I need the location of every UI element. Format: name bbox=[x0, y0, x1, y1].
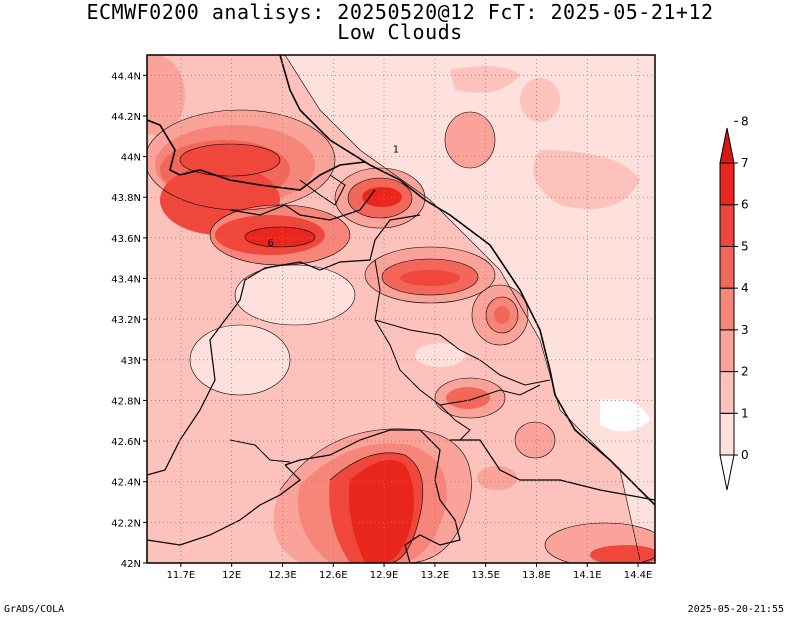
field-region-mid bbox=[520, 78, 560, 122]
field-region-low-west bbox=[235, 265, 355, 325]
x-tick-label: 14.4E bbox=[624, 570, 653, 581]
field-region-mid bbox=[533, 150, 640, 210]
field-region-clear bbox=[600, 399, 650, 432]
region-border bbox=[229, 189, 376, 221]
x-tick-label: 13.5E bbox=[471, 570, 500, 581]
y-tick-label: 44N bbox=[121, 153, 141, 164]
cloud-field: 16 bbox=[147, 55, 655, 563]
region-border bbox=[147, 464, 301, 546]
y-tick-label: 43.8N bbox=[111, 193, 141, 204]
y-tick-label: 43.4N bbox=[111, 275, 141, 286]
colorbar-swatch bbox=[719, 287, 735, 331]
region-border bbox=[374, 319, 551, 386]
x-tick-label: 12.6E bbox=[319, 570, 348, 581]
field-high-s bbox=[273, 428, 472, 563]
region-border bbox=[229, 439, 291, 463]
field-high-se2 bbox=[477, 422, 655, 563]
field-high-n bbox=[335, 168, 425, 228]
y-tick-label: 42.6N bbox=[111, 437, 141, 448]
field-high-w bbox=[210, 205, 350, 265]
region-border bbox=[450, 439, 655, 501]
field-high-c bbox=[365, 247, 495, 303]
colorbar-min-triangle bbox=[719, 454, 735, 491]
colorbar-swatch bbox=[719, 162, 735, 206]
colorbar: 0 1 2 3 4 5 6 7 8 bbox=[719, 114, 749, 491]
y-tick-label: 44.4N bbox=[111, 71, 141, 82]
y-tick-label: 43.2N bbox=[111, 315, 141, 326]
region-border bbox=[439, 384, 541, 406]
colorbar-swatch bbox=[719, 371, 735, 414]
colorbar-label: 0 bbox=[741, 448, 749, 462]
x-tick-label: 12E bbox=[222, 570, 241, 581]
contour-labels: 16 bbox=[267, 145, 399, 249]
grid bbox=[147, 55, 655, 563]
colorbar-label: 2 bbox=[741, 365, 749, 379]
y-tick-label: 42.4N bbox=[111, 478, 141, 489]
y-tick-label: 42.8N bbox=[111, 396, 141, 407]
x-tick-label: 12.3E bbox=[268, 570, 297, 581]
field-region-mid bbox=[445, 112, 495, 168]
contour-label: 6 bbox=[267, 238, 273, 249]
colorbar-label: 3 bbox=[741, 323, 749, 337]
y-tick-label: 43N bbox=[121, 356, 141, 367]
colorbar-label: 1 bbox=[741, 406, 749, 420]
region-border bbox=[147, 214, 421, 476]
x-tick-label: 12.9E bbox=[370, 570, 399, 581]
coastline bbox=[279, 55, 655, 506]
region-border bbox=[299, 174, 346, 206]
colorbar-label: 7 bbox=[741, 156, 749, 170]
y-tick-label: 43.6N bbox=[111, 234, 141, 245]
colorbar-label: 5 bbox=[741, 239, 749, 253]
x-tick-label: 11.7E bbox=[167, 570, 196, 581]
chart-title: ECMWF0200 analisys: 20250520@12 FcT: 202… bbox=[86, 0, 714, 24]
colorbar-swatch bbox=[719, 245, 735, 289]
chart-subtitle: Low Clouds bbox=[337, 20, 463, 44]
colorbar-swatch bbox=[719, 412, 735, 456]
colorbar-label: 4 bbox=[741, 281, 749, 295]
x-tick-label: 13.8E bbox=[522, 570, 551, 581]
plot-frame bbox=[146, 54, 656, 564]
y-tick-label: 42N bbox=[121, 559, 141, 570]
footer-timestamp: 2025-05-20-21:55 bbox=[687, 604, 784, 615]
x-tick-label: 13.2E bbox=[421, 570, 450, 581]
field-high-se bbox=[435, 378, 505, 418]
coastline bbox=[147, 119, 366, 191]
colorbar-max-triangle bbox=[719, 127, 735, 164]
contour-lines bbox=[147, 55, 655, 563]
y-tick-label: 42.2N bbox=[111, 518, 141, 529]
colorbar-label: 8 bbox=[741, 114, 749, 128]
contour-label: 1 bbox=[393, 145, 399, 156]
colorbar-swatch bbox=[719, 329, 735, 373]
colorbar-swatch bbox=[719, 204, 735, 247]
axis-ticks: 11.7E 12E 12.3E 12.6E 12.9E 13.2E 13.5E 13.8E 14… bbox=[111, 71, 652, 581]
footer-credit: GrADS/COLA bbox=[4, 604, 65, 615]
field-region-low-west bbox=[415, 343, 465, 367]
region-border bbox=[374, 259, 471, 441]
x-tick-label: 14.1E bbox=[573, 570, 602, 581]
field-region-mid bbox=[450, 66, 520, 93]
y-tick-label: 44.2N bbox=[111, 112, 141, 123]
colorbar-label: 6 bbox=[741, 198, 749, 212]
